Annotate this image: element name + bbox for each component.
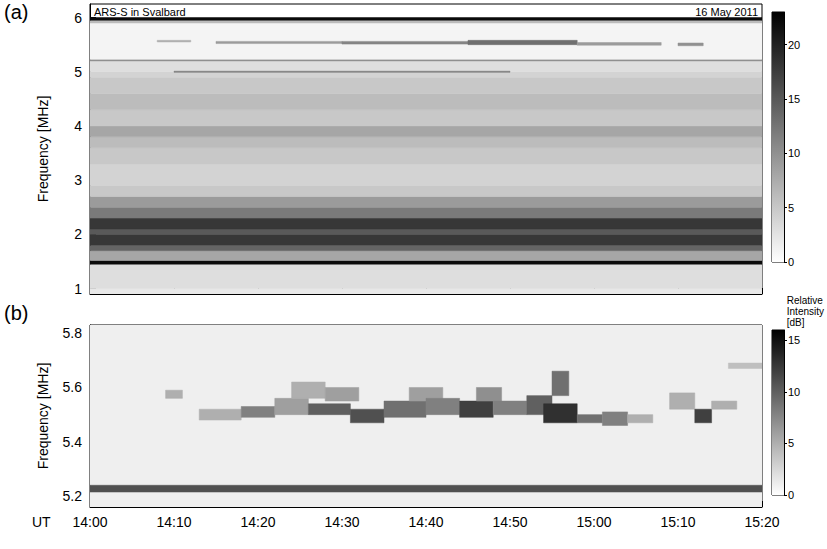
svg-text:Intensity: Intensity (787, 306, 824, 317)
svg-text:15: 15 (788, 93, 800, 105)
svg-text:5.4: 5.4 (63, 434, 83, 450)
svg-text:4: 4 (74, 118, 82, 134)
svg-text:20: 20 (788, 39, 800, 51)
svg-text:14:00: 14:00 (72, 514, 107, 530)
svg-text:14:20: 14:20 (240, 514, 275, 530)
svg-text:(b): (b) (4, 302, 28, 324)
svg-text:0: 0 (788, 489, 794, 501)
svg-text:[dB]: [dB] (787, 317, 805, 328)
svg-text:0: 0 (788, 256, 794, 268)
svg-text:5: 5 (788, 202, 794, 214)
svg-text:Frequency [MHz]: Frequency [MHz] (35, 363, 51, 470)
svg-text:14:40: 14:40 (408, 514, 443, 530)
svg-text:10: 10 (788, 147, 800, 159)
svg-text:16 May 2011: 16 May 2011 (695, 6, 758, 18)
svg-text:14:10: 14:10 (156, 514, 191, 530)
svg-text:Frequency [MHz]: Frequency [MHz] (35, 96, 51, 203)
svg-text:2: 2 (74, 226, 82, 242)
svg-text:5.8: 5.8 (63, 325, 83, 341)
svg-text:5: 5 (788, 437, 794, 449)
svg-text:15: 15 (788, 334, 800, 346)
svg-text:14:50: 14:50 (492, 514, 527, 530)
svg-text:UT: UT (32, 514, 51, 530)
svg-text:5: 5 (74, 64, 82, 80)
svg-text:5.6: 5.6 (63, 379, 83, 395)
svg-text:15:00: 15:00 (576, 514, 611, 530)
svg-text:(a): (a) (4, 1, 28, 23)
svg-text:1: 1 (74, 281, 82, 297)
svg-text:ARS-S in Svalbard: ARS-S in Svalbard (94, 6, 186, 18)
svg-text:3: 3 (74, 172, 82, 188)
svg-text:14:30: 14:30 (324, 514, 359, 530)
svg-text:5.2: 5.2 (63, 488, 83, 504)
svg-text:10: 10 (788, 386, 800, 398)
svg-text:15:10: 15:10 (660, 514, 695, 530)
svg-text:6: 6 (74, 10, 82, 26)
svg-text:Relative: Relative (787, 295, 824, 306)
svg-text:15:20: 15:20 (744, 514, 779, 530)
